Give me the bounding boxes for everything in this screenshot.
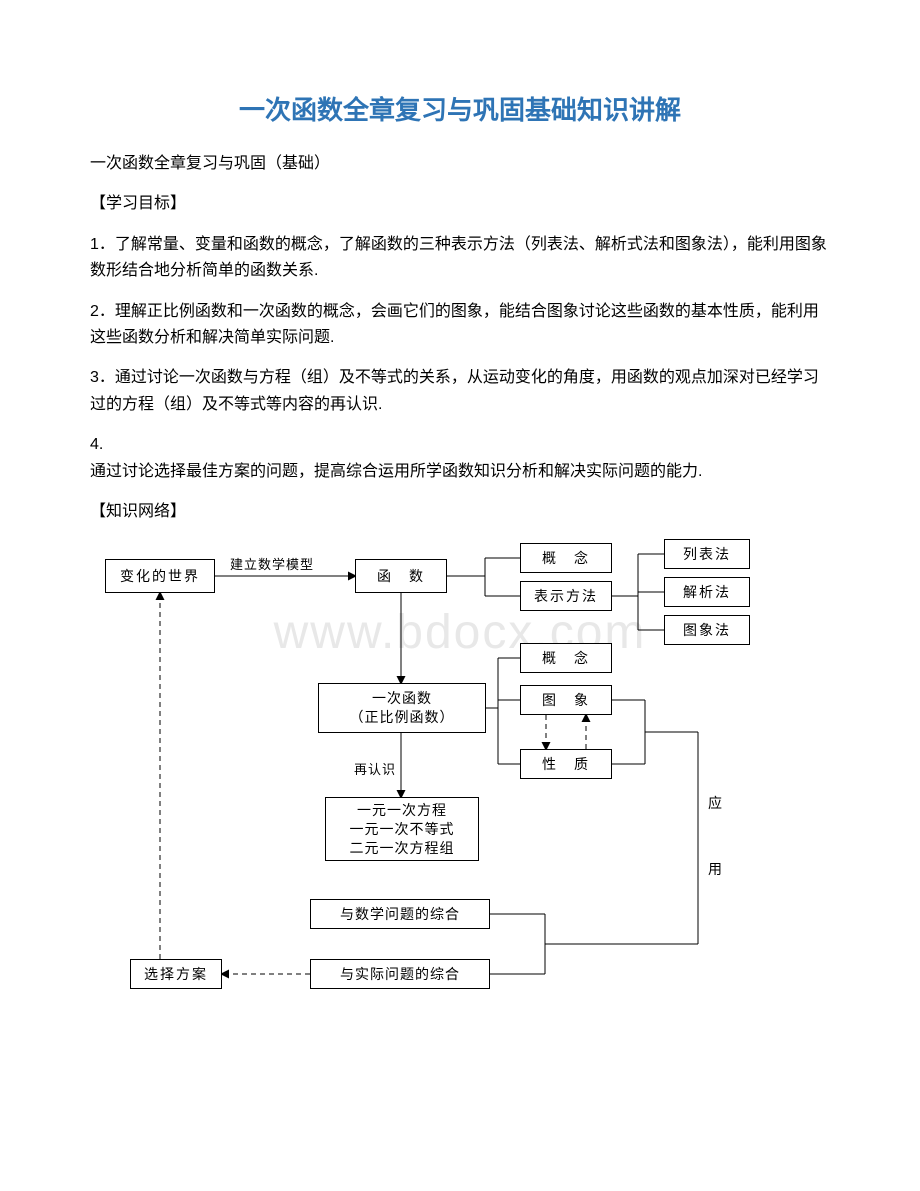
page: 一次函数全章复习与巩固基础知识讲解 一次函数全章复习与巩固（基础） 【学习目标】… — [0, 0, 920, 1079]
edge-label-rerecognize: 再认识 — [354, 759, 396, 778]
node-table-method: 列表法 — [664, 539, 750, 569]
node-changing-world: 变化的世界 — [105, 559, 215, 593]
edge-label-application-bottom: 用 — [708, 859, 723, 879]
goal-4-number: 4. — [90, 436, 103, 453]
node-choose-plan: 选择方案 — [130, 959, 222, 989]
goal-1: 1．了解常量、变量和函数的概念，了解函数的三种表示方法（列表法、解析式法和图象法… — [90, 232, 830, 285]
goal-4-text: 通过讨论选择最佳方案的问题，提高综合运用所学函数知识分析和解决实际问题的能力. — [90, 463, 702, 480]
node-analytic-method: 解析法 — [664, 577, 750, 607]
page-title: 一次函数全章复习与巩固基础知识讲解 — [90, 90, 830, 127]
node-function: 函 数 — [355, 559, 447, 593]
edge-label-application-top: 应 — [708, 793, 723, 813]
node-representation: 表示方法 — [520, 581, 612, 611]
node-linear-function: 一次函数 （正比例函数） — [318, 683, 486, 733]
node-math-combined: 与数学问题的综合 — [310, 899, 490, 929]
knowledge-network-diagram: 变化的世界 函 数 概 念 表示方法 列表法 解析法 图象法 概 念 图 象 性… — [90, 539, 830, 1039]
node-equations: 一元一次方程 一元一次不等式 二元一次方程组 — [325, 797, 479, 861]
node-concept: 概 念 — [520, 543, 612, 573]
goal-2: 2．理解正比例函数和一次函数的概念，会画它们的图象，能结合图象讨论这些函数的基本… — [90, 299, 830, 352]
edge-label-build-model: 建立数学模型 — [230, 554, 314, 573]
node-real-combined: 与实际问题的综合 — [310, 959, 490, 989]
node-graph: 图 象 — [520, 685, 612, 715]
goal-4: 4. 通过讨论选择最佳方案的问题，提高综合运用所学函数知识分析和解决实际问题的能… — [90, 432, 830, 485]
node-graph-method: 图象法 — [664, 615, 750, 645]
node-property: 性 质 — [520, 749, 612, 779]
node-concept-2: 概 念 — [520, 643, 612, 673]
section-heading-network: 【知识网络】 — [90, 499, 830, 525]
section-heading-goals: 【学习目标】 — [90, 191, 830, 217]
goal-3: 3．通过讨论一次函数与方程（组）及不等式的关系，从运动变化的角度，用函数的观点加… — [90, 365, 830, 418]
subtitle: 一次函数全章复习与巩固（基础） — [90, 151, 830, 177]
